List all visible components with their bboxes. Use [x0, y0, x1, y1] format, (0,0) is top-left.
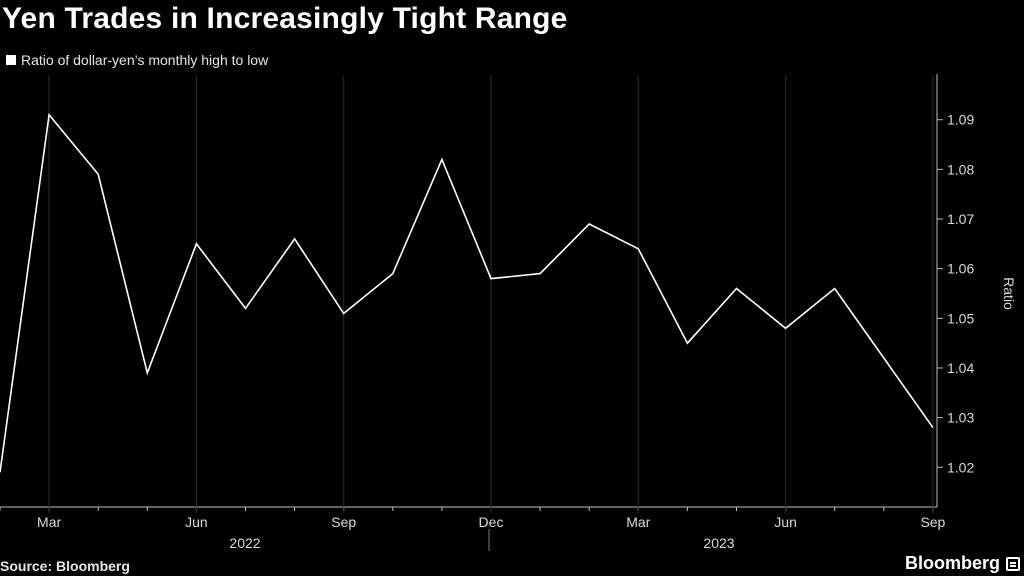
source-note: Source: Bloomberg: [0, 558, 130, 574]
x-tick-label: Jun: [185, 514, 208, 530]
y-tick-label: 1.05: [947, 310, 974, 326]
brand-name: Bloomberg: [904, 553, 1000, 573]
year-label: 2023: [703, 535, 734, 551]
year-label: 2022: [229, 535, 260, 551]
x-tick-label: Mar: [626, 514, 650, 530]
x-axis: Mar Jun Sep Dec Mar Jun Sep 2022 2023: [0, 75, 946, 551]
y-tick-label: 1.02: [947, 459, 974, 475]
legend-swatch: [6, 55, 16, 65]
y-tick-label: 1.09: [947, 112, 974, 128]
legend-label: Ratio of dollar-yen’s monthly high to lo…: [21, 52, 269, 68]
y-tick-label: 1.04: [947, 360, 974, 376]
x-tick-label: Dec: [479, 514, 504, 530]
y-axis-label: Ratio: [1001, 277, 1017, 310]
brand-icon: [1006, 556, 1020, 571]
y-tick-label: 1.08: [947, 161, 974, 177]
legend: Ratio of dollar-yen’s monthly high to lo…: [6, 52, 268, 68]
y-tick-label: 1.07: [947, 211, 974, 227]
series-line: [0, 112, 934, 473]
chart-title: Yen Trades in Increasingly Tight Range: [2, 2, 568, 35]
brand-logo: Bloomberg: [905, 553, 1020, 574]
x-tick-label: Sep: [331, 514, 356, 530]
y-tick-label: 1.06: [947, 261, 974, 277]
y-axis: 1.02 1.03 1.04 1.05 1.06 1.07 1.08 1.09: [936, 74, 974, 507]
x-tick-label: Sep: [920, 514, 945, 530]
x-tick-label: Jun: [774, 514, 797, 530]
y-tick-label: 1.03: [947, 410, 974, 426]
series-group: [0, 112, 934, 473]
x-tick-label: Mar: [37, 514, 61, 530]
